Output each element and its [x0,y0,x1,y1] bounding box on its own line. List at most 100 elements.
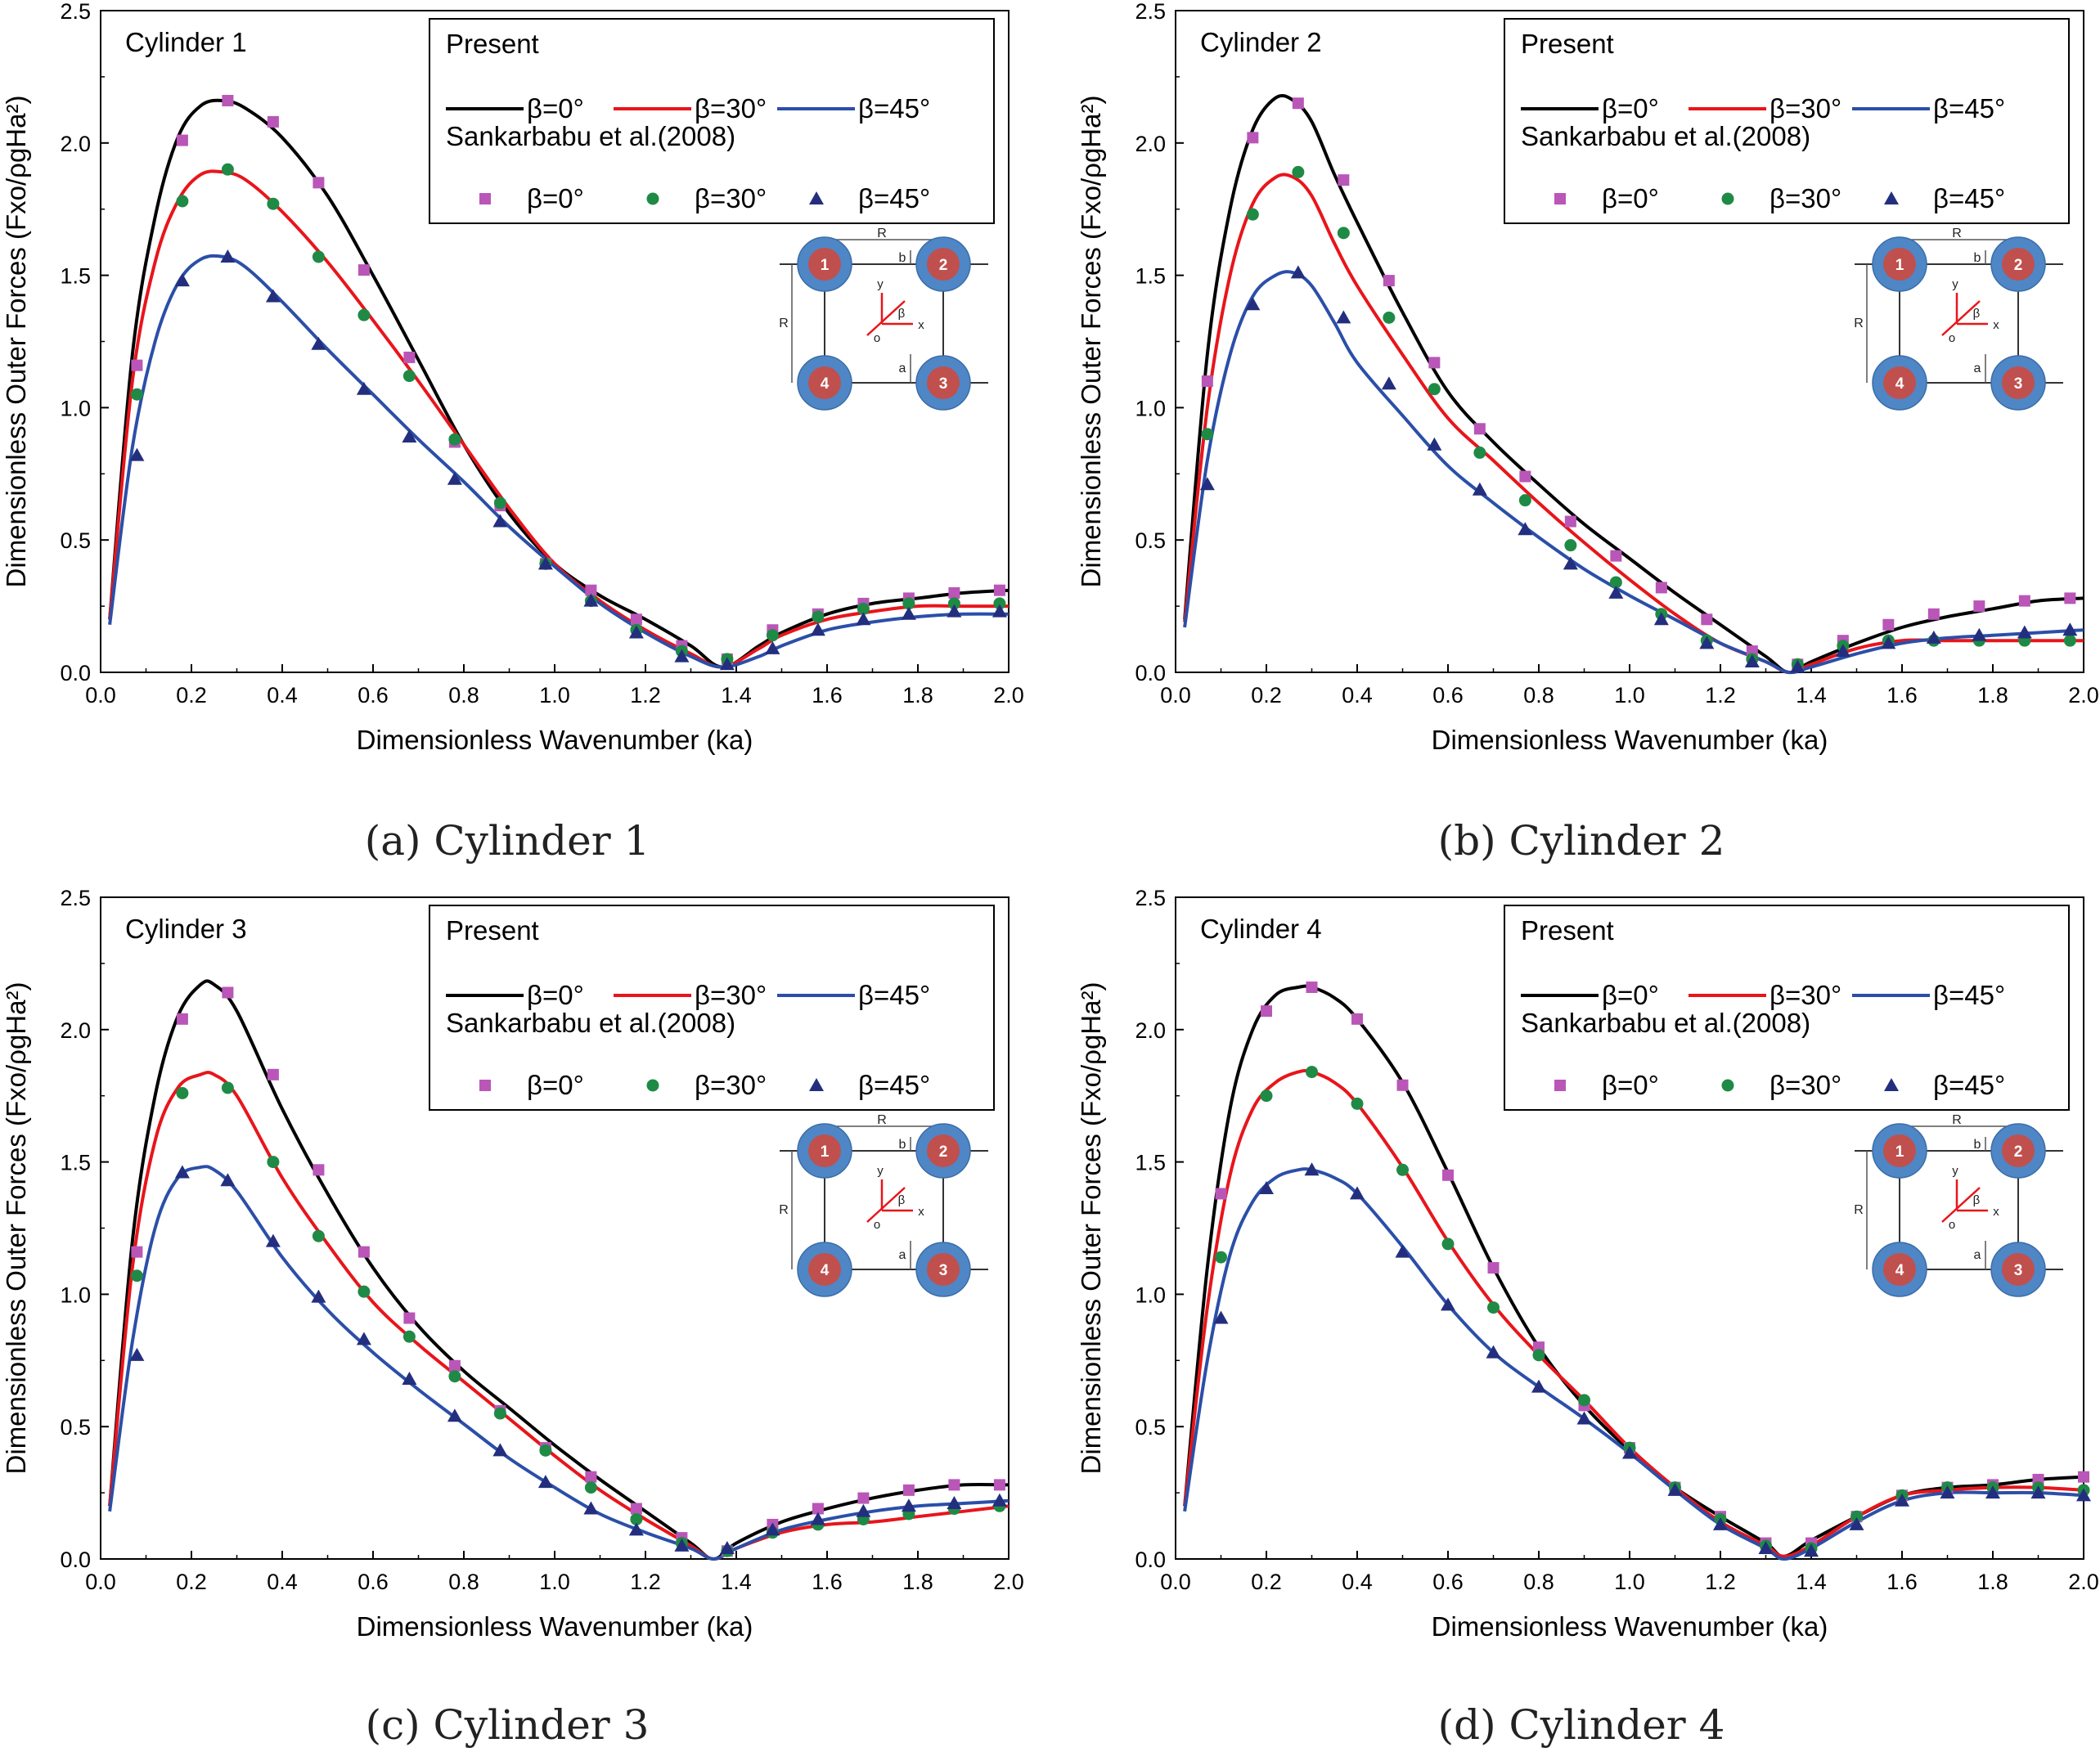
marker-circle [1428,383,1441,396]
x-tick-label: 0.4 [267,1570,298,1594]
marker-triangle [901,1498,916,1512]
marker-circle [1201,428,1214,441]
marker-square [403,1312,416,1324]
dimension-label: R [877,227,887,240]
dimension-label: R [779,317,789,330]
marker-triangle [901,606,916,620]
x-tick-label: 0.0 [1160,683,1191,708]
y-tick-label: 2.0 [60,132,91,156]
marker-square [1215,1188,1227,1200]
marker-circle [267,1156,280,1169]
marker-circle [1564,539,1577,552]
cylinder-inner [808,1253,841,1286]
marker-square [131,359,143,371]
y-tick-label: 1.5 [60,264,91,289]
marker-circle [646,192,659,205]
marker-circle [1721,192,1734,205]
axis-label: β [898,307,906,321]
y-tick-label: 2.5 [1135,0,1166,24]
x-tick-label: 0.2 [1251,683,1282,708]
marker-triangle [992,604,1007,618]
dimension-label: R [1952,227,1962,240]
chart-panel: 0.0 0.2 0.4 0.6 0.8 1.0 1.2 1.4 1.6 1.8 2.0 0.0 0.5 1… [1076,0,2099,755]
marker-square [479,193,491,204]
marker-triangle [1758,1541,1774,1555]
cylinder-number: 2 [2014,1143,2023,1161]
marker-circle [1351,1097,1364,1110]
chart-panel: 0.0 0.2 0.4 0.6 0.8 1.0 1.2 1.4 1.6 1.8 2.0 0.0 0.5 1… [1,886,1024,1642]
marker-triangle [1199,477,1215,491]
marker-triangle [1881,636,1896,649]
marker-square [1487,1262,1500,1274]
cylinder-inner [2002,366,2035,399]
series-group [108,95,1010,671]
dimension-label: R [1854,1203,1864,1217]
x-tick-label: 0.4 [267,683,298,708]
marker-circle [1260,1089,1273,1103]
marker-square [222,986,234,999]
marker-triangle [1926,630,1941,644]
dimension-label: a [1974,1248,1981,1262]
y-tick-label: 0.5 [1135,528,1166,553]
marker-square [1610,550,1622,562]
marker-square [357,264,370,276]
marker-triangle [311,336,326,350]
marker-triangle [628,1522,644,1536]
series-line-beta-30 [1183,1068,2084,1558]
marker-square [1306,982,1318,994]
y-axis-label: Dimensionless Outer Forces (Fxo/ρgHa²) [1076,96,1106,588]
marker-square [1201,375,1213,388]
series-line-beta-0 [108,979,1010,1561]
marker-square [1247,132,1259,144]
marker-triangle [1290,265,1306,279]
wave-direction-arrow [866,1187,906,1223]
marker-square [1383,275,1395,287]
marker-triangle [1486,1345,1501,1359]
axis-label: o [874,1218,880,1232]
x-tick-label: 1.2 [1705,1570,1736,1594]
marker-triangle [1653,612,1669,626]
marker-triangle [1336,310,1351,324]
x-tick-label: 0.8 [448,683,479,708]
cylinder-number: 1 [821,1143,830,1161]
marker-square [1428,357,1441,369]
marker-square [1882,618,1895,631]
cylinder-number: 4 [1895,1262,1904,1279]
marker-triangle [2062,622,2078,636]
marker-triangle [1622,1445,1637,1459]
y-axis-label: Dimensionless Outer Forces (Fxo/ρgHa²) [1,96,31,588]
cylinder-inner [2002,1253,2035,1286]
cylinder-inner [927,248,960,281]
marker-circle [312,1229,325,1242]
marker-triangle [402,1371,417,1385]
legend-entry-present: β=0° [1602,93,1659,124]
x-tick-label: 0.2 [176,683,207,708]
y-axis-label: Dimensionless Outer Forces (Fxo/ρgHa²) [1,982,31,1475]
marker-circle [1246,208,1259,221]
cylinder-inner [927,1134,960,1167]
cylinder-inner [808,366,841,399]
dimension-label: R [1952,1113,1962,1127]
marker-triangle [1849,1516,1864,1530]
y-tick-label: 0.0 [1135,1548,1166,1572]
marker-square [222,95,234,107]
marker-square [1655,582,1667,594]
legend-entry-reference: β=45° [1933,1070,2005,1100]
x-tick-label: 0.6 [1432,683,1464,708]
axis-label: β [898,1193,906,1207]
marker-square [1473,423,1486,435]
cylinder-inner [808,1134,841,1167]
legend-entry-reference: β=45° [858,183,930,213]
cylinder-inner [927,1253,960,1286]
cylinder-number: 4 [821,1262,830,1279]
marker-square [1519,470,1531,483]
legend-box [1504,18,2070,224]
cylinder-number: 3 [2014,1262,2023,1279]
cylinder-inner [1883,1253,1916,1286]
x-axis-label: Dimensionless Wavenumber (ka) [1432,1611,1828,1642]
y-tick-label: 1.5 [1135,1151,1166,1175]
